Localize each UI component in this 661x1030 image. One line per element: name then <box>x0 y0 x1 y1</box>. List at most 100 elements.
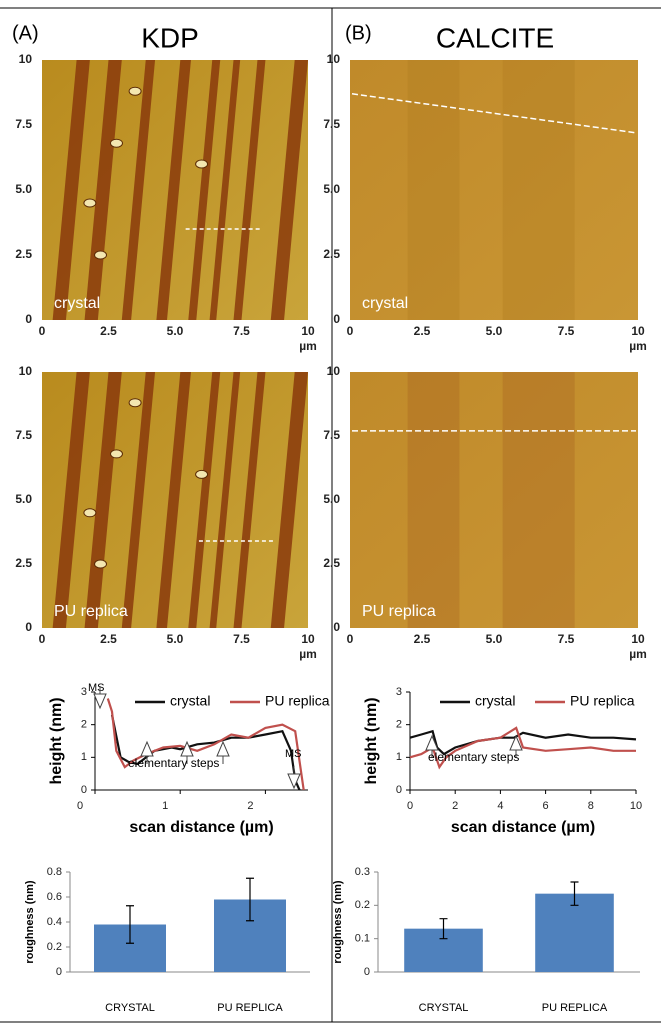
y-tick-label: 2.5 <box>15 247 32 261</box>
x-tick-label: 4 <box>497 800 503 812</box>
y-tick-label: 0 <box>364 966 370 978</box>
y-tick-label: 0 <box>56 966 62 978</box>
annotation: elementary steps <box>428 750 519 764</box>
surface-defect <box>83 508 97 518</box>
y-tick-label: 10 <box>327 52 341 66</box>
y-tick-label: 0 <box>333 312 340 326</box>
y-tick-label: 0.8 <box>47 866 62 878</box>
arrow <box>93 686 107 710</box>
x-tick-label: 7.5 <box>233 324 250 338</box>
x-tick-label: 2 <box>452 800 458 812</box>
surface-defect <box>128 398 142 408</box>
y-axis-label: roughness (nm) <box>24 880 36 963</box>
y-tick-label: 0.3 <box>355 866 370 878</box>
arrow <box>287 766 301 790</box>
surface-defect <box>128 86 142 96</box>
error-bar <box>439 918 448 940</box>
x-tick-label: 0 <box>347 632 354 646</box>
x-tick-label: 5.0 <box>486 324 503 338</box>
terrace-step <box>188 60 221 320</box>
terrace-step <box>156 60 191 320</box>
y-axis-label: height (nm) <box>48 697 65 784</box>
x-axis-label: scan distance (µm) <box>129 819 273 836</box>
x-tick-label: 10 <box>301 324 315 338</box>
legend-label: PU replica <box>570 693 635 709</box>
x-tick-label: 5.0 <box>167 324 184 338</box>
y-tick-label: 0 <box>396 784 402 796</box>
unit-label: µm <box>299 339 317 353</box>
x-tick-label: 2.5 <box>414 632 431 646</box>
y-tick-label: 5.0 <box>15 182 32 196</box>
x-tick-label: 6 <box>543 800 549 812</box>
arrow <box>140 740 154 764</box>
y-tick-label: 1 <box>81 751 87 763</box>
image-label: crystal <box>362 295 408 312</box>
calcite-band <box>502 372 575 628</box>
y-tick-label: 7.5 <box>15 428 32 442</box>
terrace-step <box>233 372 266 628</box>
y-tick-label: 10 <box>19 364 33 378</box>
terrace-step <box>270 372 308 628</box>
unit-label: µm <box>629 339 647 353</box>
y-tick-label: 0 <box>333 620 340 634</box>
terrace-step <box>52 60 90 320</box>
unit-label: µm <box>629 647 647 661</box>
y-axis-label: roughness (nm) <box>332 880 344 963</box>
y-tick-label: 7.5 <box>323 117 340 131</box>
y-tick-label: 2.5 <box>323 556 340 570</box>
afm-image <box>350 60 638 320</box>
x-tick-label: 2.5 <box>100 632 117 646</box>
calcite-band <box>407 372 460 628</box>
y-tick-label: 7.5 <box>323 428 340 442</box>
x-tick-label: 7.5 <box>558 632 575 646</box>
annotation: MS <box>88 682 105 694</box>
surface-defect <box>195 159 209 169</box>
terrace-step <box>209 372 241 628</box>
calcite-band <box>407 60 460 320</box>
legend-label: PU replica <box>265 693 330 709</box>
x-tick-label: 5.0 <box>167 632 184 646</box>
surface-defect <box>109 138 123 148</box>
y-tick-label: 5.0 <box>323 182 340 196</box>
error-bar <box>126 905 134 944</box>
y-tick-label: 10 <box>327 364 341 378</box>
y-tick-label: 2.5 <box>323 247 340 261</box>
y-tick-label: 10 <box>19 52 33 66</box>
terrace-step <box>121 60 156 320</box>
x-tick-label: 0 <box>347 324 354 338</box>
unit-label: µm <box>299 647 317 661</box>
y-tick-label: 5.0 <box>323 492 340 506</box>
terrace-step <box>84 372 122 628</box>
arrow <box>509 734 523 758</box>
image-label: PU replica <box>54 603 128 620</box>
profile-curve <box>409 726 636 770</box>
arrow <box>425 734 439 758</box>
arrow <box>180 740 194 764</box>
y-tick-label: 1 <box>396 751 402 763</box>
surface-defect <box>195 469 209 479</box>
x-tick-label: 0 <box>39 324 46 338</box>
surface-defect <box>83 198 97 208</box>
x-tick-label: 5.0 <box>486 632 503 646</box>
y-tick-label: 7.5 <box>15 117 32 131</box>
terrace-step <box>52 372 90 628</box>
surface-defect <box>94 250 108 260</box>
y-tick-label: 2.5 <box>15 556 32 570</box>
annotation: elementary steps <box>128 756 219 770</box>
y-tick-label: 0.1 <box>355 933 370 945</box>
y-tick-label: 3 <box>396 686 402 698</box>
y-tick-label: 2 <box>81 719 87 731</box>
terrace-step <box>156 372 191 628</box>
panel-title: KDP <box>141 22 199 53</box>
terrace-step <box>188 372 221 628</box>
x-tick-label: PU REPLICA <box>542 1002 608 1014</box>
panel-label: (A) <box>12 22 39 44</box>
x-tick-label: 1 <box>162 800 168 812</box>
x-axis-label: scan distance (µm) <box>451 819 595 836</box>
x-tick-label: CRYSTAL <box>419 1002 469 1014</box>
legend-label: crystal <box>170 693 210 709</box>
terrace-step <box>121 372 156 628</box>
y-tick-label: 0.2 <box>47 941 62 953</box>
profile-line <box>351 93 637 134</box>
x-tick-label: 0 <box>39 632 46 646</box>
